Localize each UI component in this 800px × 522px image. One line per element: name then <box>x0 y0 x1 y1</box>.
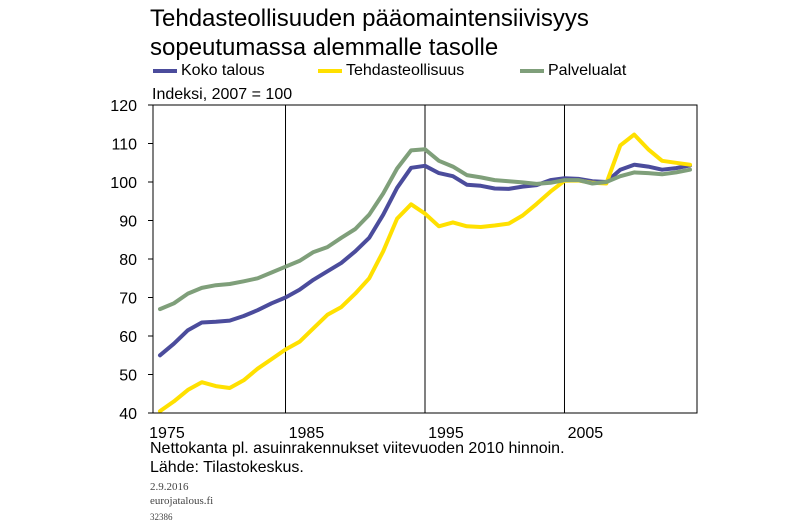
source: Lähde: Tilastokeskus. <box>150 459 304 476</box>
legend-label-tehdasteollisuus: Tehdasteollisuus <box>346 62 465 79</box>
publish-date: 2.9.2016 <box>150 481 189 493</box>
x-tick-label: 1995 <box>428 425 464 440</box>
y-tick-label: 120 <box>110 98 137 115</box>
y-axis-label: Indeksi, 2007 = 100 <box>152 86 293 103</box>
y-tick-label: 90 <box>119 214 137 231</box>
y-tick-label: 110 <box>111 137 137 154</box>
y-tick-label: 100 <box>110 175 137 192</box>
legend-label-koko-talous: Koko talous <box>181 62 265 79</box>
source-note: Nettokanta pl. asuinrakennukset viitevuo… <box>150 440 565 457</box>
x-axis: 1975 1985 1995 2005 <box>149 425 603 440</box>
legend-label-palvelualat: Palvelualat <box>548 62 627 79</box>
y-tick-label: 40 <box>119 406 137 423</box>
y-tick-label: 50 <box>119 368 137 385</box>
y-tick-label: 70 <box>119 291 137 308</box>
series-lines <box>158 132 692 414</box>
chart-title: Tehdasteollisuuden pääomaintensiivisyys … <box>150 4 589 62</box>
legend-swatch-tehdasteollisuus <box>318 69 342 73</box>
legend-swatch-palvelualat <box>520 69 544 73</box>
y-tick-label: 80 <box>119 252 137 269</box>
chart-code: 32386 <box>150 512 173 522</box>
legend-item-koko-talous: Koko talous <box>153 62 265 80</box>
x-tick-label: 2005 <box>568 425 604 440</box>
grid-lines <box>285 105 565 413</box>
line-chart: 40 50 60 70 80 90 100 110 120 1975 1985 1995 2005 <box>110 98 698 440</box>
y-tick-label: 60 <box>119 329 137 346</box>
chart-title-line-1: Tehdasteollisuuden pääomaintensiivisyys <box>150 5 589 32</box>
legend-swatch-koko-talous <box>153 69 177 73</box>
legend: Koko talous Tehdasteollisuus Palvelualat <box>0 62 800 82</box>
series-line-palvelualat <box>158 147 692 312</box>
site-name: eurojatalous.fi <box>150 495 214 507</box>
y-axis: 40 50 60 70 80 90 100 110 120 <box>110 98 153 423</box>
chart-title-line-2: sopeutumassa alemmalle tasolle <box>150 34 499 61</box>
legend-item-palvelualat: Palvelualat <box>520 62 626 80</box>
x-tick-label: 1975 <box>149 425 185 440</box>
legend-item-tehdasteollisuus: Tehdasteollisuus <box>318 62 464 80</box>
x-tick-label: 1985 <box>289 425 325 440</box>
